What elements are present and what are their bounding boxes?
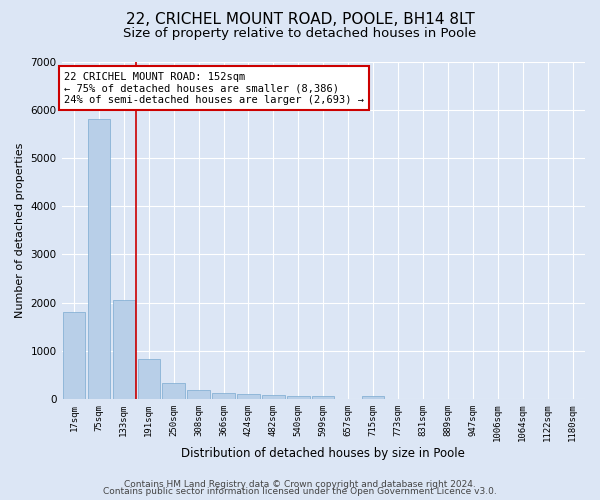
Bar [287,396,310,399]
Y-axis label: Number of detached properties: Number of detached properties [15,142,25,318]
Bar [312,396,334,399]
Bar [362,396,385,399]
Bar [137,359,160,399]
Bar [88,120,110,399]
Bar [237,394,260,399]
Text: 22, CRICHEL MOUNT ROAD, POOLE, BH14 8LT: 22, CRICHEL MOUNT ROAD, POOLE, BH14 8LT [125,12,475,28]
Bar [262,395,284,399]
Bar [113,300,135,399]
X-axis label: Distribution of detached houses by size in Poole: Distribution of detached houses by size … [181,447,465,460]
Text: Contains public sector information licensed under the Open Government Licence v3: Contains public sector information licen… [103,488,497,496]
Bar [63,312,85,399]
Text: 22 CRICHEL MOUNT ROAD: 152sqm
← 75% of detached houses are smaller (8,386)
24% o: 22 CRICHEL MOUNT ROAD: 152sqm ← 75% of d… [64,72,364,105]
Text: Contains HM Land Registry data © Crown copyright and database right 2024.: Contains HM Land Registry data © Crown c… [124,480,476,489]
Bar [163,383,185,399]
Bar [187,390,210,399]
Text: Size of property relative to detached houses in Poole: Size of property relative to detached ho… [124,28,476,40]
Bar [212,393,235,399]
